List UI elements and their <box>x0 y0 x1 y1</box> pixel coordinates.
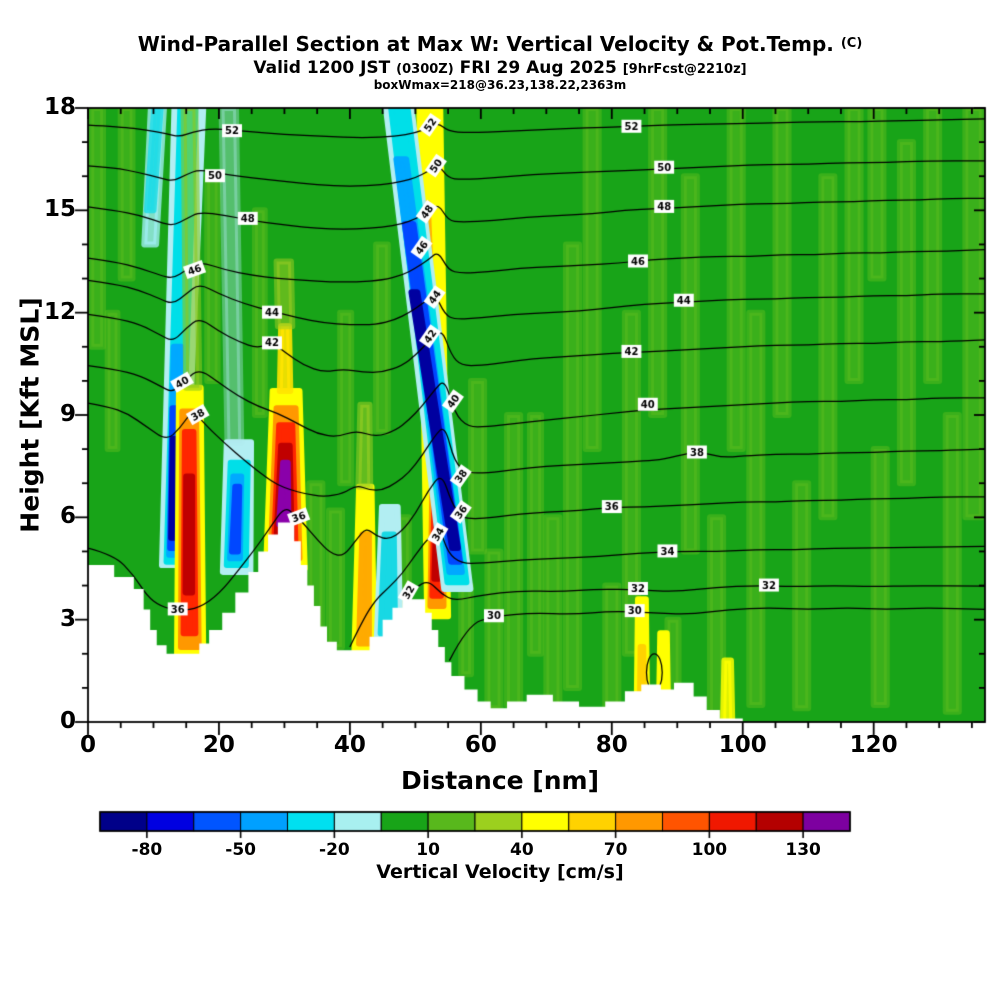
x-tick-label: 120 <box>849 732 898 758</box>
chart-subtitle: Valid 1200 JST (0300Z) FRI 29 Aug 2025 [… <box>0 58 1000 78</box>
colorbar-tick-label: -50 <box>225 840 256 860</box>
y-tick-label: 3 <box>59 605 76 632</box>
chart-title: Wind-Parallel Section at Max W: Vertical… <box>0 32 1000 56</box>
colorbar-tick-label: 100 <box>691 840 728 860</box>
y-tick-label: 12 <box>43 298 76 325</box>
forecast-tag: [9hrFcst@2210z] <box>622 62 747 77</box>
x-tick-label: 0 <box>79 732 96 758</box>
y-tick-label: 6 <box>59 503 76 530</box>
y-tick-label: 15 <box>43 196 76 223</box>
colorbar-tick-label: 130 <box>785 840 821 860</box>
y-tick-label: 18 <box>43 94 76 120</box>
box-max-annotation: boxWmax=218@36.23,138.22,2363m <box>373 78 627 92</box>
valid-date-text: FRI 29 Aug 2025 <box>459 58 617 78</box>
valid-zulu-text: (0300Z) <box>396 62 454 77</box>
chart-title-text: Wind-Parallel Section at Max W: Vertical… <box>137 32 834 56</box>
y-tick-label: 0 <box>59 708 76 734</box>
y-tick-label: 9 <box>59 401 76 427</box>
chart-title-unit: (C) <box>840 36 863 51</box>
colorbar-tick-label: 40 <box>510 840 534 860</box>
x-tick-label: 20 <box>202 732 235 758</box>
x-axis-label: Distance [nm] <box>401 766 599 795</box>
x-tick-label: 100 <box>718 732 767 758</box>
colorbar-label: Vertical Velocity [cm/s] <box>376 861 624 883</box>
colorbar-tick-label: 70 <box>603 840 628 860</box>
x-tick-label: 40 <box>333 732 366 758</box>
x-tick-label: 60 <box>464 732 497 758</box>
x-tick-label: 80 <box>595 732 628 758</box>
valid-time-text: Valid 1200 JST <box>253 58 391 78</box>
colorbar-tick-label: -20 <box>319 840 350 860</box>
colorbar-tick-label: -80 <box>131 840 163 860</box>
colorbar-tick-label: 10 <box>416 840 440 860</box>
